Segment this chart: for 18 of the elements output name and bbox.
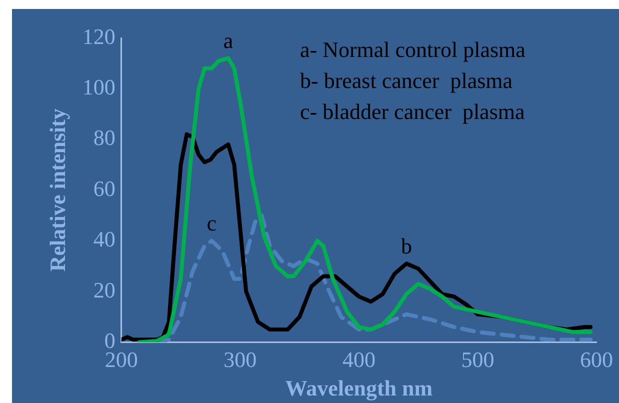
y-tick-label: 100 — [82, 74, 116, 100]
annotation: b — [400, 233, 412, 258]
x-tick-label: 600 — [580, 347, 613, 372]
y-tick-label: 80 — [93, 125, 116, 150]
annotation: c- bladder cancer plasma — [300, 98, 525, 124]
x-tick-label: 500 — [461, 347, 494, 372]
y-tick-label: 120 — [82, 24, 116, 49]
y-tick-label: 60 — [93, 176, 116, 201]
x-tick-label: 400 — [342, 347, 376, 372]
y-tick-label: 20 — [93, 277, 116, 302]
y-axis-title: Relative intensity — [44, 108, 70, 272]
annotation: a- Normal control plasma — [300, 36, 526, 62]
y-tick-label: 40 — [93, 226, 116, 252]
annotation: b- breast cancer plasma — [300, 68, 513, 93]
x-axis-title: Wavelength nm — [285, 375, 433, 400]
annotation: c — [206, 210, 217, 236]
x-tick-label: 300 — [224, 347, 257, 372]
annotation: a — [223, 28, 234, 54]
